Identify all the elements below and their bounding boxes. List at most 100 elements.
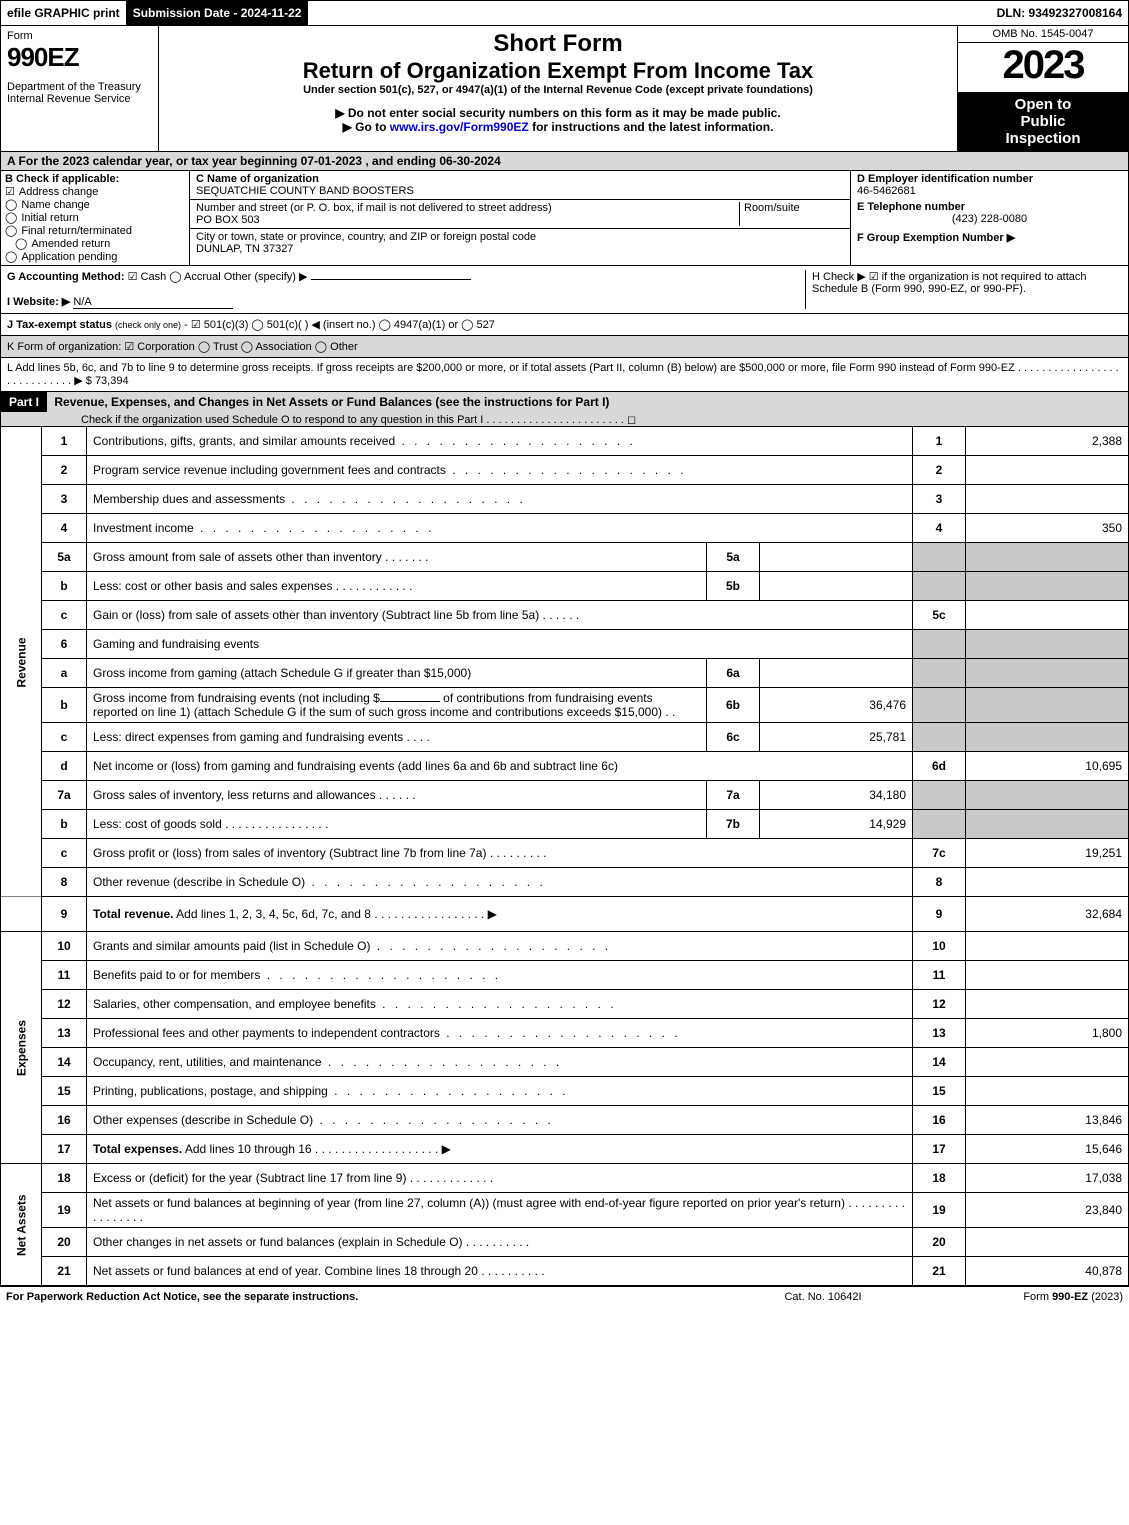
l5a-idx-shade	[913, 543, 966, 572]
l6d-text: Net income or (loss) from gaming and fun…	[87, 752, 913, 781]
l16-val: 13,846	[966, 1106, 1129, 1135]
l20-num: 20	[42, 1228, 87, 1257]
l5a-si: 5a	[707, 543, 760, 572]
lines-table: Revenue 1 Contributions, gifts, grants, …	[0, 427, 1129, 1286]
l6d-num: d	[42, 752, 87, 781]
l5b-val-shade	[966, 572, 1129, 601]
l6b-val-shade	[966, 688, 1129, 723]
l7a-sv: 34,180	[760, 781, 913, 810]
l6b-text: Gross income from fundraising events (no…	[87, 688, 707, 723]
l17-idx: 17	[913, 1135, 966, 1164]
l15-num: 15	[42, 1077, 87, 1106]
open-line3: Inspection	[962, 130, 1124, 147]
chk-initial[interactable]: ◯	[5, 212, 17, 224]
l7a-num: 7a	[42, 781, 87, 810]
city-value: DUNLAP, TN 37327	[196, 243, 293, 255]
l9-num: 9	[42, 897, 87, 932]
l5a-num: 5a	[42, 543, 87, 572]
l7b-text: Less: cost of goods sold	[93, 817, 222, 831]
l5a-val-shade	[966, 543, 1129, 572]
l5b-num: b	[42, 572, 87, 601]
lbl-final: Final return/terminated	[21, 225, 132, 237]
e-label: E Telephone number	[857, 201, 1122, 213]
l3-idx: 3	[913, 485, 966, 514]
l12-val	[966, 990, 1129, 1019]
l6-val-shade	[966, 630, 1129, 659]
chk-name[interactable]: ◯	[5, 199, 17, 211]
footer-right: Form 990-EZ (2023)	[923, 1291, 1123, 1303]
chk-address[interactable]: ☑	[5, 186, 15, 198]
l6a-si: 6a	[707, 659, 760, 688]
irs-link[interactable]: www.irs.gov/Form990EZ	[390, 120, 529, 134]
tax-year: 2023	[958, 43, 1128, 88]
section-a: A For the 2023 calendar year, or tax yea…	[0, 152, 1129, 171]
l4-val: 350	[966, 514, 1129, 543]
l19-text: Net assets or fund balances at beginning…	[93, 1196, 845, 1210]
chk-amended[interactable]: ◯	[15, 238, 27, 250]
h-label: H Check ▶ ☑ if the organization is not r…	[805, 270, 1122, 309]
l6c-num: c	[42, 723, 87, 752]
chk-cash[interactable]: ☑	[128, 271, 138, 283]
ein-value: 46-5462681	[857, 185, 1122, 197]
b-title: B Check if applicable:	[5, 173, 185, 185]
vlabel-expenses: Expenses	[1, 932, 42, 1164]
l7a-text: Gross sales of inventory, less returns a…	[93, 788, 376, 802]
l4-num: 4	[42, 514, 87, 543]
submission-date: Submission Date - 2024-11-22	[127, 1, 309, 25]
l6c-val-shade	[966, 723, 1129, 752]
l4-text: Investment income	[93, 521, 194, 535]
top-bar: efile GRAPHIC print Submission Date - 20…	[0, 0, 1129, 26]
l7b-val-shade	[966, 810, 1129, 839]
l11-val	[966, 961, 1129, 990]
l15-text: Printing, publications, postage, and shi…	[93, 1084, 328, 1098]
l18-val: 17,038	[966, 1164, 1129, 1193]
l5c-text: Gain or (loss) from sale of assets other…	[93, 608, 539, 622]
l6c-sv: 25,781	[760, 723, 913, 752]
l7c-val: 19,251	[966, 839, 1129, 868]
l3-text: Membership dues and assessments	[93, 492, 285, 506]
addr-value: PO BOX 503	[196, 214, 260, 226]
l5c-val	[966, 601, 1129, 630]
l18-num: 18	[42, 1164, 87, 1193]
chk-final[interactable]: ◯	[5, 225, 17, 237]
efile-print-button[interactable]: efile GRAPHIC print	[1, 1, 127, 25]
l10-idx: 10	[913, 932, 966, 961]
i-label: I Website: ▶	[7, 296, 70, 308]
note-link: ▶ Go to www.irs.gov/Form990EZ for instru…	[165, 120, 951, 134]
l20-text: Other changes in net assets or fund bala…	[93, 1235, 463, 1249]
l19-num: 19	[42, 1193, 87, 1228]
l5b-sv	[760, 572, 913, 601]
dept-label: Department of the Treasury	[7, 81, 152, 93]
other-input[interactable]	[311, 279, 471, 280]
l19-val: 23,840	[966, 1193, 1129, 1228]
lbl-initial: Initial return	[21, 212, 78, 224]
l-text: L Add lines 5b, 6c, and 7b to line 9 to …	[7, 362, 1119, 387]
l6c-si: 6c	[707, 723, 760, 752]
l14-num: 14	[42, 1048, 87, 1077]
l6a-idx-shade	[913, 659, 966, 688]
l20-idx: 20	[913, 1228, 966, 1257]
l8-num: 8	[42, 868, 87, 897]
l10-num: 10	[42, 932, 87, 961]
chk-accrual[interactable]: ◯	[169, 271, 181, 283]
l5b-si: 5b	[707, 572, 760, 601]
l6-idx-shade	[913, 630, 966, 659]
l12-num: 12	[42, 990, 87, 1019]
l21-idx: 21	[913, 1257, 966, 1286]
lbl-address: Address change	[19, 186, 99, 198]
chk-pending[interactable]: ◯	[5, 251, 17, 263]
dln-label: DLN: 93492327008164	[991, 1, 1128, 25]
l5c-num: c	[42, 601, 87, 630]
l2-text: Program service revenue including govern…	[93, 463, 446, 477]
l1-text: Contributions, gifts, grants, and simila…	[93, 434, 395, 448]
l6a-val-shade	[966, 659, 1129, 688]
vlabel-revenue: Revenue	[1, 427, 42, 897]
l6a-num: a	[42, 659, 87, 688]
l18-idx: 18	[913, 1164, 966, 1193]
l15-val	[966, 1077, 1129, 1106]
room-label: Room/suite	[739, 202, 844, 226]
irs-label: Internal Revenue Service	[7, 93, 152, 105]
l3-val	[966, 485, 1129, 514]
lbl-name: Name change	[21, 199, 90, 211]
l11-text: Benefits paid to or for members	[93, 968, 260, 982]
